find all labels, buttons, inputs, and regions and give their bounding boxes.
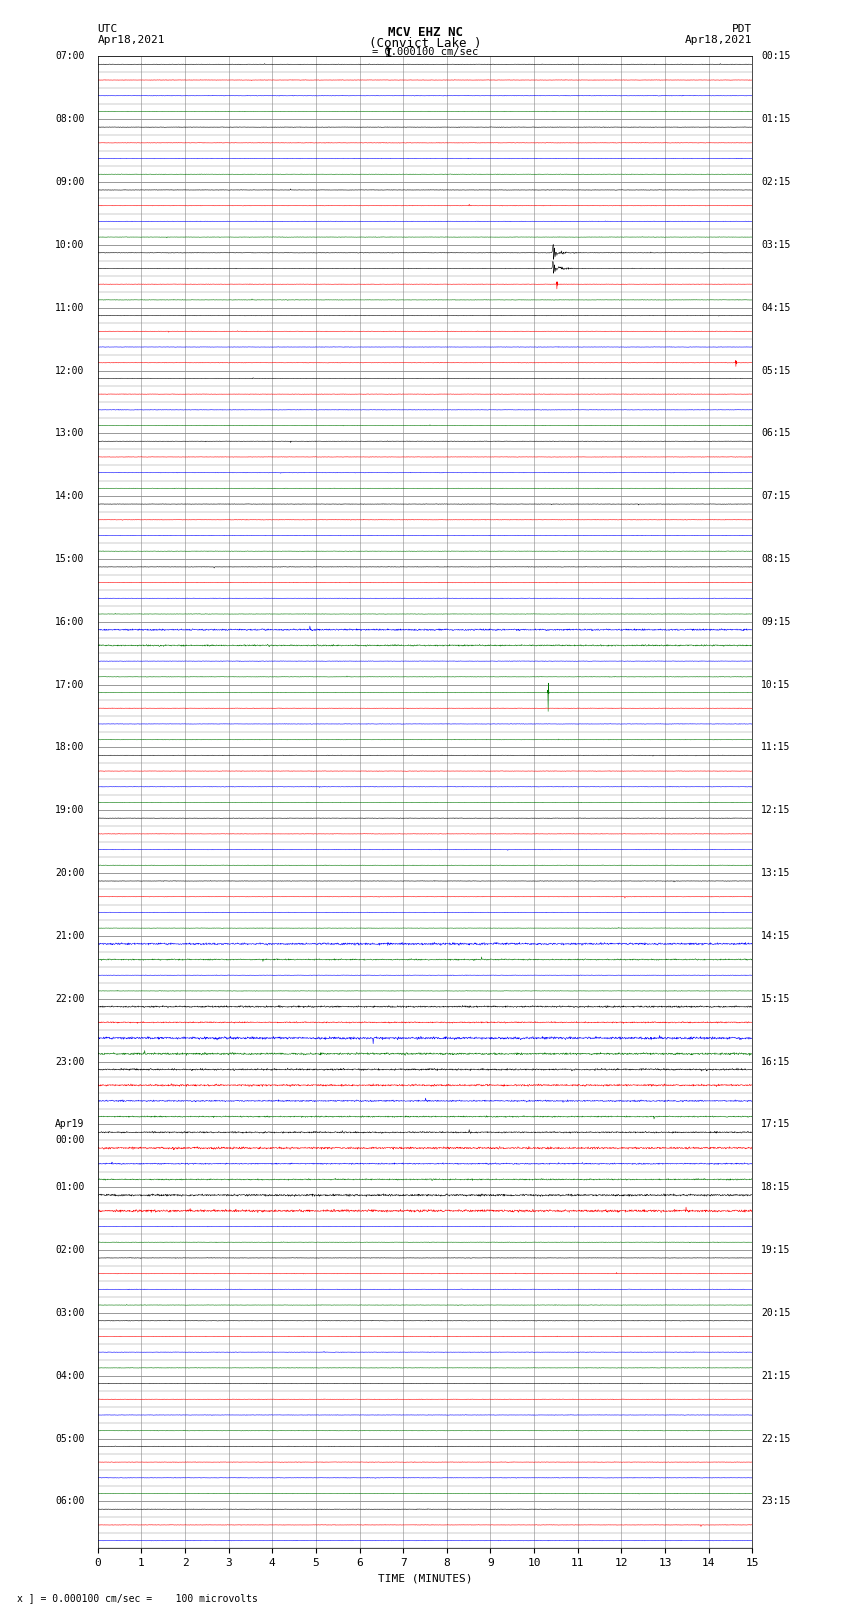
Text: 17:00: 17:00 (55, 679, 85, 690)
Text: 22:00: 22:00 (55, 994, 85, 1003)
Text: 20:15: 20:15 (761, 1308, 790, 1318)
Text: 01:15: 01:15 (761, 115, 790, 124)
Text: UTC: UTC (98, 24, 118, 34)
Text: 15:00: 15:00 (55, 553, 85, 565)
Text: 03:15: 03:15 (761, 240, 790, 250)
Text: 07:00: 07:00 (55, 52, 85, 61)
Text: 13:00: 13:00 (55, 429, 85, 439)
Text: 07:15: 07:15 (761, 492, 790, 502)
Text: 09:15: 09:15 (761, 616, 790, 627)
Text: 23:15: 23:15 (761, 1497, 790, 1507)
Text: Apr19: Apr19 (55, 1119, 85, 1129)
Text: 05:15: 05:15 (761, 366, 790, 376)
Text: 08:15: 08:15 (761, 553, 790, 565)
Text: 17:15: 17:15 (761, 1119, 790, 1129)
Text: 23:00: 23:00 (55, 1057, 85, 1066)
Text: 16:00: 16:00 (55, 616, 85, 627)
Text: 02:00: 02:00 (55, 1245, 85, 1255)
Text: 12:15: 12:15 (761, 805, 790, 815)
Text: 09:00: 09:00 (55, 177, 85, 187)
Text: 06:15: 06:15 (761, 429, 790, 439)
Text: 03:00: 03:00 (55, 1308, 85, 1318)
Text: 11:15: 11:15 (761, 742, 790, 753)
Text: 01:00: 01:00 (55, 1182, 85, 1192)
Text: x ] = 0.000100 cm/sec =    100 microvolts: x ] = 0.000100 cm/sec = 100 microvolts (17, 1594, 258, 1603)
Text: 14:15: 14:15 (761, 931, 790, 940)
Text: Apr18,2021: Apr18,2021 (685, 35, 752, 45)
Text: 04:15: 04:15 (761, 303, 790, 313)
Text: 19:15: 19:15 (761, 1245, 790, 1255)
Text: 00:00: 00:00 (55, 1136, 85, 1145)
Text: 02:15: 02:15 (761, 177, 790, 187)
Text: 21:00: 21:00 (55, 931, 85, 940)
Text: 18:15: 18:15 (761, 1182, 790, 1192)
Text: 10:00: 10:00 (55, 240, 85, 250)
Text: 20:00: 20:00 (55, 868, 85, 877)
Text: 16:15: 16:15 (761, 1057, 790, 1066)
Text: 15:15: 15:15 (761, 994, 790, 1003)
Text: 05:00: 05:00 (55, 1434, 85, 1444)
Text: 19:00: 19:00 (55, 805, 85, 815)
Text: MCV EHZ NC: MCV EHZ NC (388, 26, 462, 39)
Text: 12:00: 12:00 (55, 366, 85, 376)
Text: 00:15: 00:15 (761, 52, 790, 61)
Text: 06:00: 06:00 (55, 1497, 85, 1507)
Text: Apr18,2021: Apr18,2021 (98, 35, 165, 45)
Text: (Convict Lake ): (Convict Lake ) (369, 37, 481, 50)
Text: 04:00: 04:00 (55, 1371, 85, 1381)
Text: 13:15: 13:15 (761, 868, 790, 877)
Text: 22:15: 22:15 (761, 1434, 790, 1444)
X-axis label: TIME (MINUTES): TIME (MINUTES) (377, 1574, 473, 1584)
Text: 21:15: 21:15 (761, 1371, 790, 1381)
Text: 14:00: 14:00 (55, 492, 85, 502)
Text: 08:00: 08:00 (55, 115, 85, 124)
Text: I: I (385, 47, 392, 60)
Text: 10:15: 10:15 (761, 679, 790, 690)
Text: PDT: PDT (732, 24, 752, 34)
Text: = 0.000100 cm/sec: = 0.000100 cm/sec (371, 47, 478, 56)
Text: 11:00: 11:00 (55, 303, 85, 313)
Text: 18:00: 18:00 (55, 742, 85, 753)
